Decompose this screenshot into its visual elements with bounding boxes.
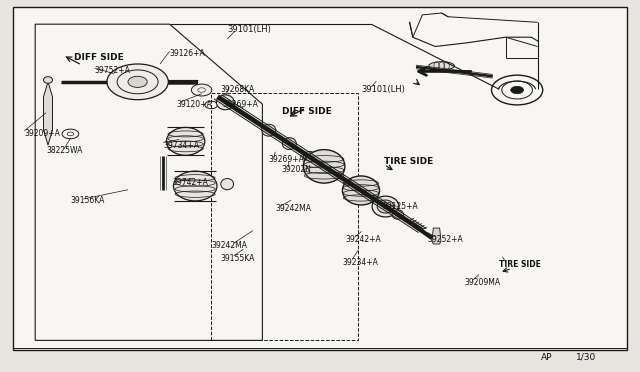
Text: 39120+A: 39120+A [176, 100, 212, 109]
Polygon shape [432, 228, 441, 244]
Text: 39269+A: 39269+A [269, 155, 305, 164]
Ellipse shape [262, 124, 276, 136]
Text: 39242+A: 39242+A [346, 235, 381, 244]
Ellipse shape [372, 196, 399, 217]
Circle shape [128, 76, 147, 87]
Text: 39126+A: 39126+A [170, 49, 205, 58]
Text: 39156KA: 39156KA [70, 196, 105, 205]
Text: 39252+A: 39252+A [428, 235, 463, 244]
Text: 39242MA: 39242MA [275, 204, 311, 213]
Text: 1/30: 1/30 [576, 353, 596, 362]
Polygon shape [44, 82, 52, 145]
Circle shape [191, 84, 212, 96]
Text: 39742+A: 39742+A [173, 178, 209, 187]
Text: 39242MA: 39242MA [211, 241, 247, 250]
Text: 39155KA: 39155KA [221, 254, 255, 263]
Ellipse shape [166, 127, 205, 155]
Text: 39234+A: 39234+A [342, 258, 378, 267]
Text: 39734+A: 39734+A [163, 141, 199, 150]
Ellipse shape [44, 77, 52, 83]
Text: 39101(LH): 39101(LH) [227, 25, 271, 34]
Ellipse shape [303, 151, 316, 163]
Text: 39125+A: 39125+A [383, 202, 419, 211]
Text: 39752+A: 39752+A [95, 66, 131, 75]
Text: TIRE SIDE: TIRE SIDE [499, 260, 541, 269]
Ellipse shape [173, 171, 217, 201]
Text: TIRE SIDE: TIRE SIDE [384, 157, 433, 166]
Ellipse shape [392, 210, 404, 219]
Text: 39269+A: 39269+A [223, 100, 259, 109]
Text: 39202N: 39202N [282, 165, 312, 174]
Ellipse shape [221, 179, 234, 190]
Ellipse shape [282, 138, 296, 150]
Ellipse shape [342, 176, 380, 205]
Text: AP: AP [541, 353, 552, 362]
Text: 39209MA: 39209MA [465, 278, 500, 287]
FancyBboxPatch shape [13, 7, 627, 350]
Ellipse shape [377, 200, 394, 213]
Text: 39268KA: 39268KA [221, 85, 255, 94]
Text: 39101(LH): 39101(LH) [362, 85, 406, 94]
Text: 38225WA: 38225WA [46, 146, 83, 155]
Ellipse shape [216, 95, 234, 110]
Text: DIFF SIDE: DIFF SIDE [74, 53, 124, 62]
Ellipse shape [303, 150, 345, 183]
Ellipse shape [429, 62, 454, 70]
Circle shape [117, 70, 158, 94]
Text: 39209+A: 39209+A [24, 129, 60, 138]
Circle shape [107, 64, 168, 100]
Text: DIFF SIDE: DIFF SIDE [282, 107, 332, 116]
Circle shape [511, 86, 524, 94]
